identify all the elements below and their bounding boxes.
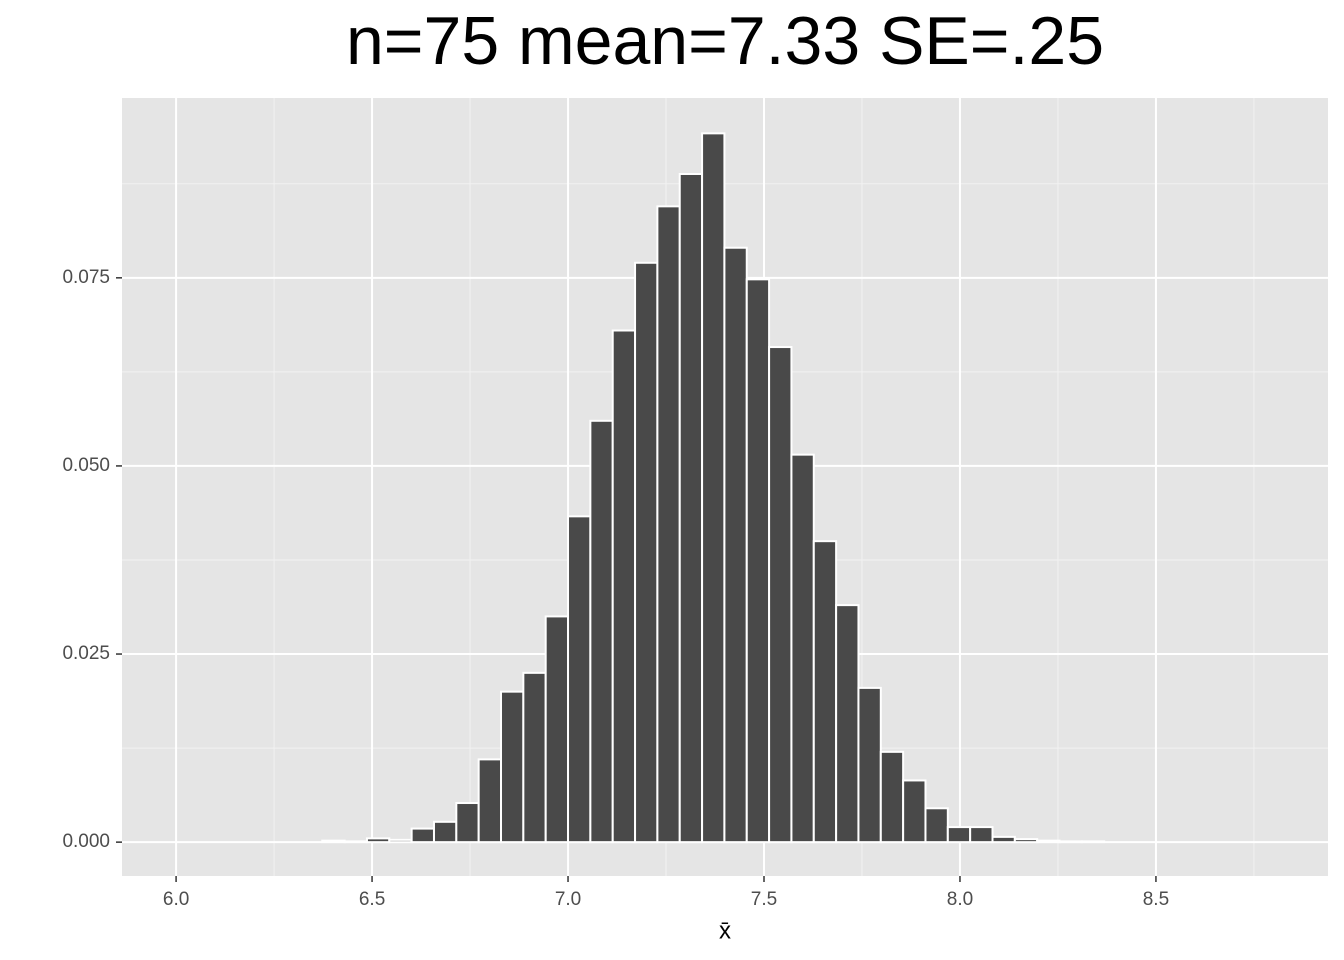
bar bbox=[589, 419, 614, 844]
bar bbox=[321, 839, 346, 844]
bar bbox=[567, 515, 592, 844]
x-tick-label: 6.5 bbox=[359, 889, 385, 910]
bar bbox=[790, 453, 815, 844]
bar bbox=[1036, 839, 1061, 844]
x-tick-label: 8.5 bbox=[1143, 889, 1169, 910]
bar bbox=[410, 827, 435, 844]
bar bbox=[455, 802, 480, 844]
bar bbox=[723, 246, 748, 844]
bar bbox=[879, 750, 905, 844]
chart-title: n=75 mean=7.33 SE=.25 bbox=[346, 3, 1104, 79]
bar bbox=[768, 346, 793, 844]
bar bbox=[812, 540, 838, 844]
bar bbox=[1080, 840, 1106, 844]
bar bbox=[1013, 838, 1039, 844]
bar bbox=[969, 826, 994, 844]
bar bbox=[500, 690, 525, 844]
x-tick-label: 8.0 bbox=[947, 889, 973, 910]
bar bbox=[522, 671, 547, 844]
bar bbox=[1058, 840, 1083, 844]
bar bbox=[924, 807, 949, 844]
y-tick-label: 0.075 bbox=[62, 267, 110, 288]
x-tick-label: 7.5 bbox=[751, 889, 777, 910]
bar bbox=[835, 604, 860, 844]
bar bbox=[388, 838, 413, 844]
bar bbox=[432, 820, 458, 844]
bar bbox=[477, 758, 503, 844]
bar bbox=[634, 261, 659, 844]
y-tick-label: 0.000 bbox=[62, 831, 110, 852]
bar bbox=[656, 205, 681, 844]
bar bbox=[343, 840, 368, 844]
bar bbox=[745, 278, 771, 844]
bar bbox=[611, 329, 637, 844]
bar bbox=[857, 686, 882, 844]
bar bbox=[902, 779, 927, 844]
bar bbox=[678, 172, 704, 844]
x-tick-label: 6.0 bbox=[163, 889, 189, 910]
y-tick-label: 0.025 bbox=[62, 643, 110, 664]
y-tick-label: 0.050 bbox=[62, 455, 110, 476]
bar bbox=[544, 615, 570, 844]
bar bbox=[701, 132, 726, 844]
x-tick-label: 7.0 bbox=[555, 889, 581, 910]
bar bbox=[991, 835, 1016, 844]
bar bbox=[946, 826, 972, 844]
x-axis-label: x̄ bbox=[719, 917, 731, 944]
bar bbox=[365, 837, 391, 844]
